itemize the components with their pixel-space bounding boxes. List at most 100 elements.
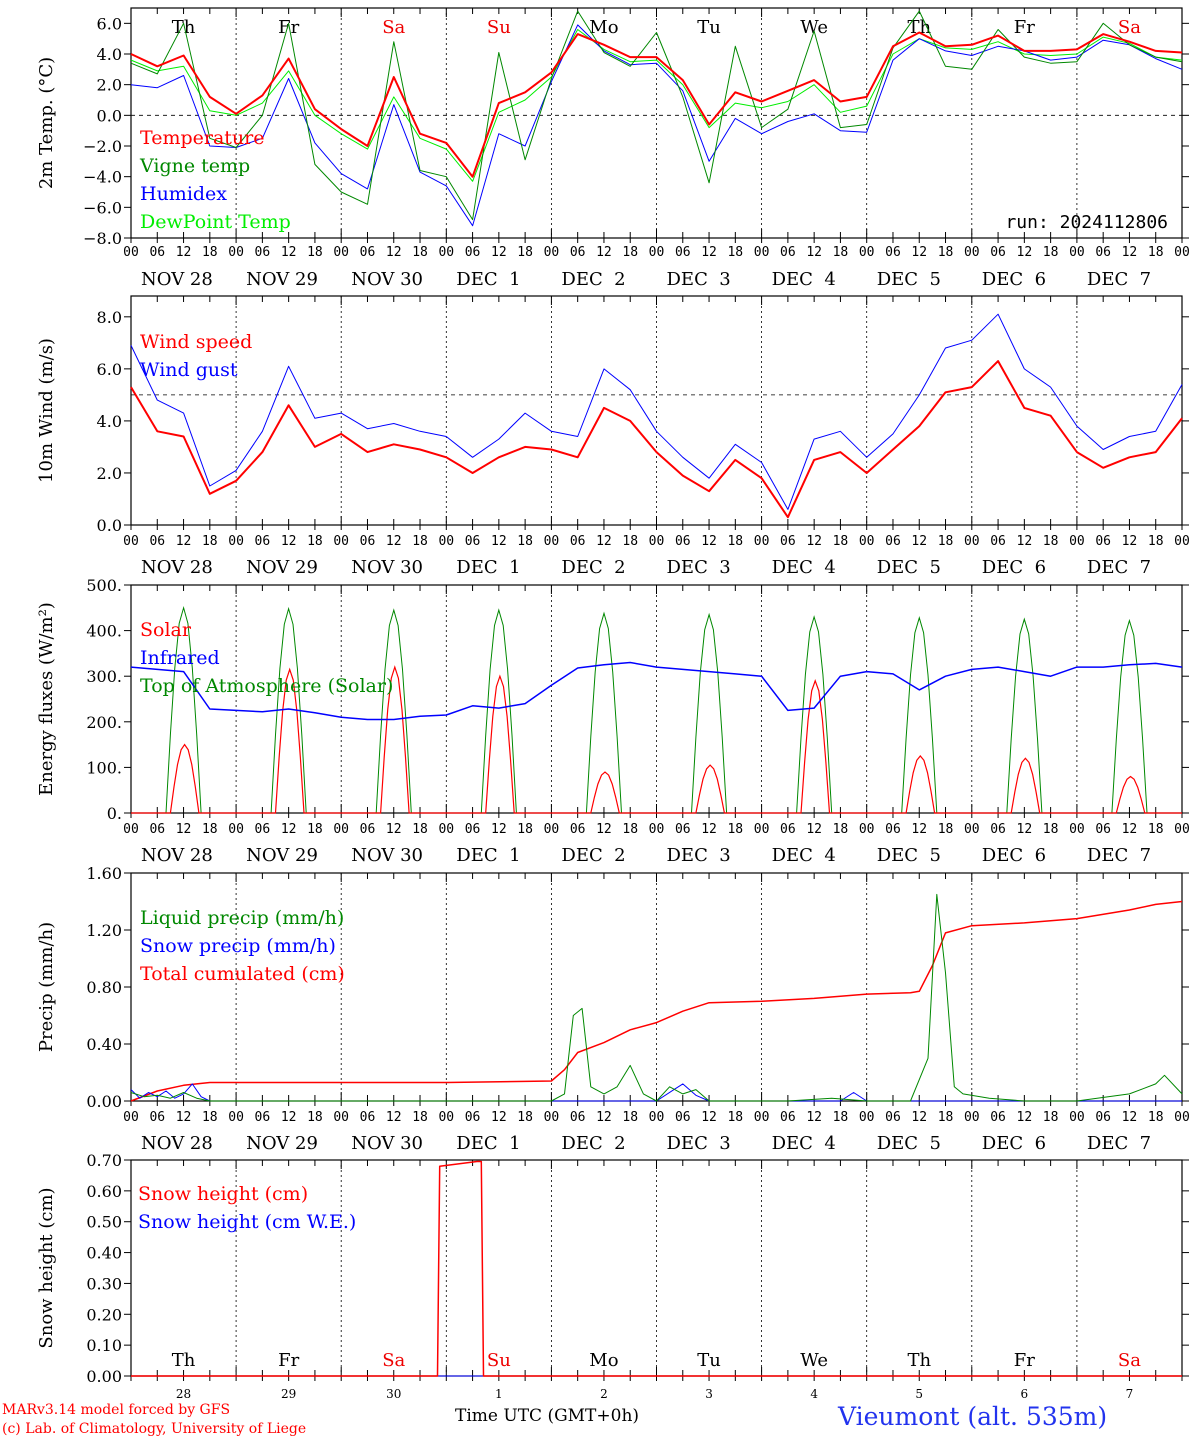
y-tick-label: 0. xyxy=(107,804,122,823)
hour-tick-label: 06 xyxy=(675,534,691,549)
hour-tick-label: 00 xyxy=(123,1110,139,1125)
footer-model-line: MARv3.14 model forced by GFS xyxy=(2,1402,231,1418)
hour-tick-label: 06 xyxy=(885,822,901,837)
day-number-label: 2 xyxy=(600,1387,608,1401)
hour-tick-label: 00 xyxy=(228,534,244,549)
wind-gust-series xyxy=(130,313,1183,510)
hour-tick-label: 00 xyxy=(544,245,560,260)
day-label: DEC 1 xyxy=(456,269,520,290)
hour-tick-label: 18 xyxy=(307,534,323,549)
legend-item: Infrared xyxy=(140,647,220,669)
day-label: DEC 5 xyxy=(877,269,941,290)
hour-tick-label: 18 xyxy=(1043,534,1059,549)
hour-tick-label: 06 xyxy=(255,245,271,260)
hour-tick-label: 12 xyxy=(176,534,192,549)
hour-tick-label: 06 xyxy=(780,245,796,260)
snow-panel: 0.70 0.60 0.50 0.40 0.30 0.20 0.10 0.00 28 Th 29 Fr… xyxy=(36,1151,1189,1401)
y-tick-label: −2.0 xyxy=(83,137,122,156)
energy-ylabel: Energy fluxes (W/m²) xyxy=(36,602,57,796)
weekday-label: Th xyxy=(172,17,196,38)
hour-tick-label: 06 xyxy=(1095,245,1111,260)
total-cumulated-cm-series xyxy=(130,900,1183,1102)
legend-item: Vigne temp xyxy=(139,155,250,177)
day-number-label: 7 xyxy=(1126,1387,1134,1401)
weekday-label: Tu xyxy=(697,17,721,38)
hour-tick-label: 12 xyxy=(491,1110,507,1125)
legend-item: Temperature xyxy=(140,127,264,149)
day-label: NOV 30 xyxy=(351,1133,423,1154)
hour-tick-label: 12 xyxy=(701,245,717,260)
hour-tick-label: 18 xyxy=(1148,822,1164,837)
hour-tick-label: 12 xyxy=(596,822,612,837)
day-label: DEC 5 xyxy=(877,557,941,578)
hour-tick-label: 18 xyxy=(622,822,638,837)
hour-tick-label: 18 xyxy=(517,245,533,260)
y-tick-label: −6.0 xyxy=(83,198,122,217)
day-label: DEC 3 xyxy=(667,557,731,578)
hour-tick-label: 12 xyxy=(281,245,297,260)
hour-tick-label: 12 xyxy=(281,822,297,837)
hour-tick-label: 18 xyxy=(727,245,743,260)
hour-tick-label: 18 xyxy=(412,245,428,260)
day-label: DEC 3 xyxy=(667,1133,731,1154)
hour-tick-label: 18 xyxy=(1043,822,1059,837)
hour-tick-label: 06 xyxy=(255,534,271,549)
temp-panel: 6.04.02.00.0−2.0−4.0−6.0−8.000 06 12 18NOV … xyxy=(36,7,1190,290)
hour-tick-label: 18 xyxy=(1148,534,1164,549)
solar-series xyxy=(131,665,1182,814)
day-label: NOV 29 xyxy=(246,269,318,290)
snow-height-cm-series xyxy=(131,1160,1182,1377)
hour-tick-label: 12 xyxy=(911,822,927,837)
day-label: DEC 6 xyxy=(982,269,1046,290)
hour-tick-label: 06 xyxy=(1095,534,1111,549)
hour-tick-label: 00 xyxy=(333,534,349,549)
legend-item: Solar xyxy=(140,619,192,641)
hour-tick-label: 18 xyxy=(307,245,323,260)
hour-tick-label: 12 xyxy=(596,245,612,260)
hour-tick-label: 06 xyxy=(360,534,376,549)
hour-tick-label: 12 xyxy=(386,1110,402,1125)
hour-tick-label: 18 xyxy=(938,245,954,260)
day-number-label: 30 xyxy=(386,1387,401,1401)
legend-item: Top of Atmosphere (Solar) xyxy=(140,675,393,697)
day-label: NOV 29 xyxy=(246,1133,318,1154)
day-label: DEC 6 xyxy=(982,557,1046,578)
hour-tick-label: 06 xyxy=(149,534,165,549)
hour-tick-label: 18 xyxy=(412,534,428,549)
day-label: DEC 2 xyxy=(561,557,625,578)
legend-item: Humidex xyxy=(140,183,227,205)
hour-tick-label: 06 xyxy=(360,822,376,837)
day-label: DEC 4 xyxy=(772,1133,836,1154)
hour-tick-label: 06 xyxy=(1095,1110,1111,1125)
weekday-label: Fr xyxy=(1014,17,1035,38)
legend-item: Wind gust xyxy=(140,359,238,381)
y-tick-label: 0.00 xyxy=(86,1092,122,1111)
infrared-series xyxy=(130,661,1183,721)
hour-tick-label: 00 xyxy=(333,245,349,260)
hour-tick-label: 18 xyxy=(833,822,849,837)
hour-tick-label: 12 xyxy=(1122,534,1138,549)
hour-tick-label: 00 xyxy=(228,1110,244,1125)
y-tick-label: 100. xyxy=(86,758,122,777)
hour-tick-label: 18 xyxy=(517,534,533,549)
hour-tick-label: 12 xyxy=(1017,245,1033,260)
weekday-label: Sa xyxy=(382,1350,405,1371)
legend-item: Liquid precip (mm/h) xyxy=(140,907,344,929)
hour-tick-label: 00 xyxy=(438,245,454,260)
time-axis-title: Time UTC (GMT+0h) xyxy=(455,1406,640,1426)
hour-tick-label: 00 xyxy=(754,245,770,260)
day-label: DEC 5 xyxy=(877,1133,941,1154)
hour-tick-label: 12 xyxy=(1017,822,1033,837)
hour-tick-label: 06 xyxy=(675,822,691,837)
hour-tick-label: 06 xyxy=(780,1110,796,1125)
hour-tick-label: 18 xyxy=(727,822,743,837)
day-label: NOV 28 xyxy=(141,269,213,290)
hour-tick-label: 18 xyxy=(622,1110,638,1125)
hour-tick-label: 00 xyxy=(859,534,875,549)
hour-tick-label: 00 xyxy=(438,534,454,549)
hour-tick-label: 18 xyxy=(938,534,954,549)
y-tick-label: 0.20 xyxy=(86,1305,122,1324)
y-tick-label: 0.00 xyxy=(86,1367,122,1386)
hour-tick-label: 12 xyxy=(491,534,507,549)
